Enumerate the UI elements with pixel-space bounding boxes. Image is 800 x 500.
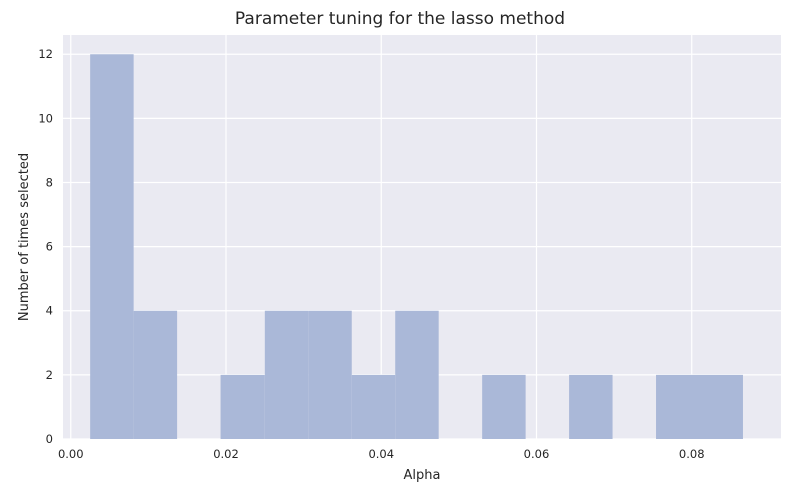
y-tick-label: 8 <box>46 175 53 189</box>
histogram-bar <box>699 374 743 439</box>
x-tick-label: 0.06 <box>524 447 550 461</box>
y-tick-label: 0 <box>46 432 53 446</box>
chart-title: Parameter tuning for the lasso method <box>235 9 565 29</box>
histogram-bar <box>656 374 700 439</box>
histogram-bar <box>395 310 439 439</box>
histogram-bar <box>264 310 309 439</box>
y-tick-label: 10 <box>38 111 53 125</box>
x-tick-labels: 0.00 0.02 0.04 0.06 0.08 <box>58 447 705 461</box>
y-axis-label: Number of times selected <box>17 153 32 321</box>
y-tick-label: 12 <box>38 47 53 61</box>
x-tick-label: 0.04 <box>368 447 394 461</box>
histogram-bars <box>90 54 743 439</box>
histogram-bar <box>220 374 265 439</box>
x-tick-label: 0.02 <box>213 447 239 461</box>
histogram-bar <box>482 374 526 439</box>
histogram-bar <box>569 374 613 439</box>
y-tick-label: 4 <box>46 304 53 318</box>
x-axis-label: Alpha <box>404 468 441 483</box>
histogram-bar <box>308 310 352 439</box>
y-tick-label: 6 <box>46 240 53 254</box>
y-tick-labels: 0 2 4 6 8 10 12 <box>38 47 53 446</box>
y-tick-label: 2 <box>46 368 53 382</box>
x-tick-label: 0.08 <box>679 447 705 461</box>
histogram-bar <box>133 310 178 439</box>
x-tick-label: 0.00 <box>58 447 84 461</box>
histogram-bar <box>351 374 396 439</box>
histogram-bar <box>90 54 134 439</box>
